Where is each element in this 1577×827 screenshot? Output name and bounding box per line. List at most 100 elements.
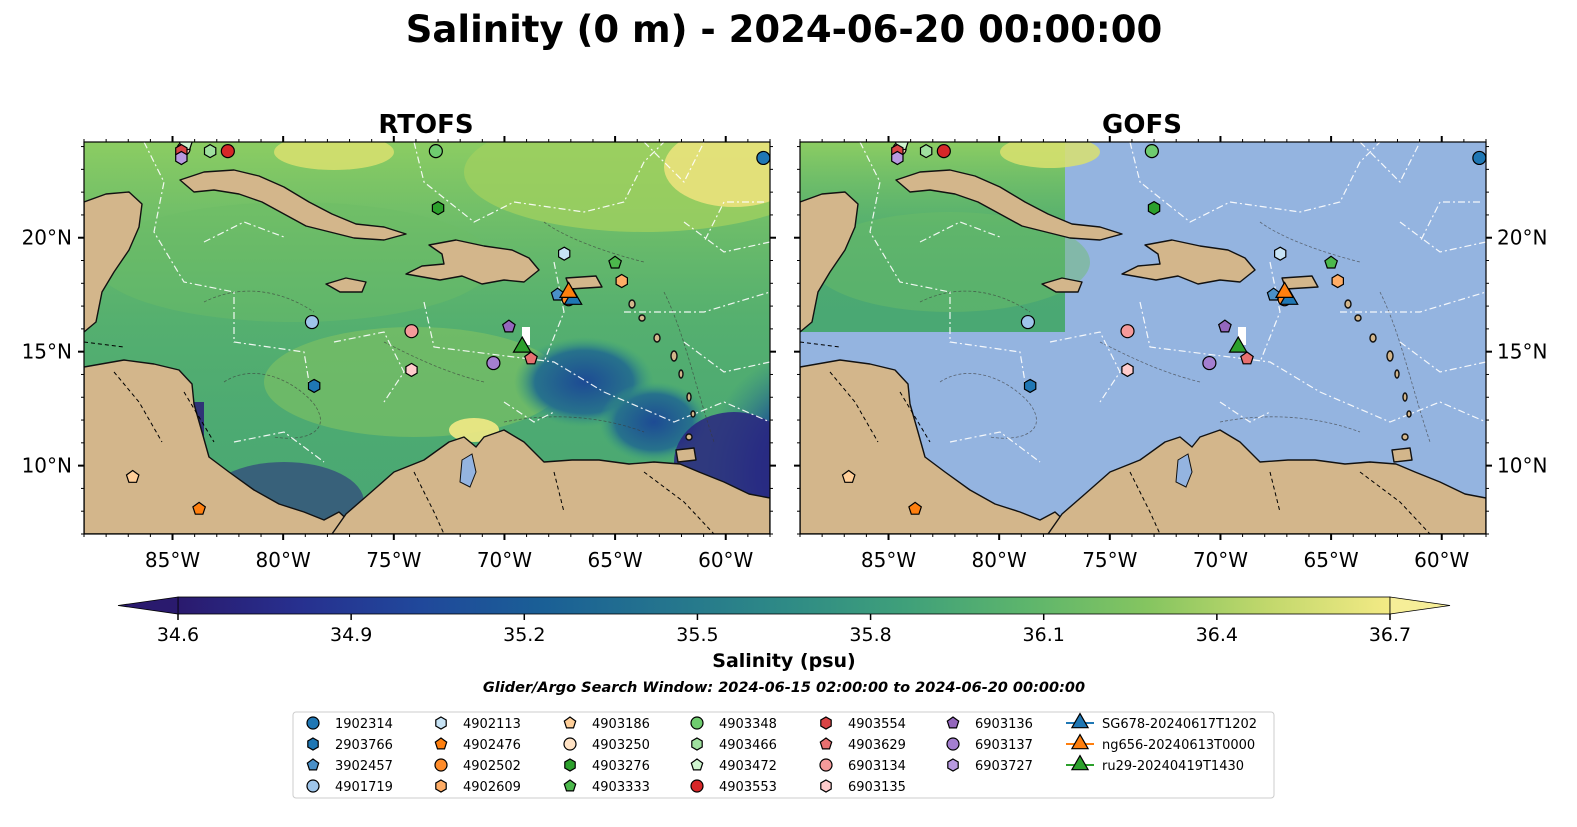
marker-6903137 [1202, 355, 1217, 371]
marker-4901719 [304, 314, 320, 330]
legend-item: 4902502 [434, 758, 521, 774]
marker-6903135 [1121, 362, 1134, 378]
colorbar-ticks: 34.6 34.9 35.2 35.5 35.8 36.1 36.4 36.7 [157, 614, 1411, 646]
legend-label: 4903276 [592, 759, 650, 774]
lon-tick-label: 65°W [1303, 548, 1358, 572]
colorbar-tick-label: 34.6 [157, 624, 199, 646]
legend-marker [820, 779, 832, 793]
legend-label: 4902113 [463, 717, 521, 732]
legend-item: 4902113 [435, 716, 521, 732]
legend-label: 4903629 [848, 738, 906, 753]
marker-4902113 [557, 246, 571, 261]
legend-label: 4903553 [719, 780, 777, 795]
lon-tick-label: 75°W [366, 548, 421, 572]
marker-6903136 [501, 319, 516, 333]
marker-ng656-20240613t0000 [1274, 281, 1295, 298]
legend-marker [819, 737, 833, 750]
legend-label: 4902609 [463, 780, 521, 795]
panel-title-rtofs: RTOFS [378, 110, 473, 140]
legend-label: 1902314 [335, 717, 393, 732]
legend-label: 6903134 [848, 759, 906, 774]
marker-4903466 [919, 143, 933, 159]
legend-marker [563, 716, 577, 729]
legend-marker [307, 737, 319, 751]
marker-6903134 [404, 324, 419, 339]
marker-4903276 [1147, 200, 1161, 216]
marker-ru29-20240419t1430 [1228, 335, 1248, 353]
legend-marker [690, 779, 704, 793]
legend-label: 4903472 [719, 759, 777, 774]
marker-4903629 [524, 351, 538, 365]
legend-item: 4902476 [434, 737, 521, 753]
markers-gofs [841, 142, 1486, 515]
marker-2903766 [1023, 378, 1037, 394]
legend-label: 6903136 [975, 717, 1033, 732]
search-window-text: Glider/Argo Search Window: 2024-06-15 02… [483, 680, 1085, 696]
legend-item: 4903250 [563, 737, 650, 753]
lon-tick-label: 85°W [861, 548, 916, 572]
marker-4903466 [203, 143, 217, 159]
marker-ru29-20240419t1430 [512, 335, 532, 353]
legend-item: SG678-20240617T1202 [1066, 712, 1257, 732]
legend-label: 3902457 [335, 759, 393, 774]
marker-6903136 [1217, 319, 1232, 333]
lon-tick-label: 75°W [1082, 548, 1137, 572]
marker-4902476 [908, 501, 923, 515]
marker-2903766 [307, 378, 321, 394]
marker-4903553 [220, 144, 235, 159]
legend-marker [1070, 754, 1090, 771]
legend-item: 4903348 [690, 716, 777, 732]
legend-marker [690, 758, 704, 771]
legend-item: 6903137 [946, 737, 1033, 753]
marker-4902609 [1331, 273, 1345, 289]
legend-item: 2903766 [307, 737, 393, 753]
legend-label: 6903135 [848, 780, 906, 795]
legend-item: 4903333 [563, 779, 650, 795]
legend-label: ru29-20240419T1430 [1102, 759, 1244, 774]
legend-label: 4902476 [463, 738, 521, 753]
colorbar-tick-label: 35.8 [849, 624, 891, 646]
legend-label: 4903466 [719, 738, 777, 753]
legend-marker [819, 758, 833, 772]
legend-marker [564, 758, 576, 772]
marker-6903135 [405, 362, 418, 378]
legend-marker [691, 737, 703, 751]
colorbar-tick-label: 34.9 [330, 624, 372, 646]
legend-marker [563, 779, 577, 792]
colorbar: 34.6 34.9 35.2 35.5 35.8 36.1 36.4 36.7 Salinit… [117, 596, 1451, 672]
legend-label: 4903186 [592, 717, 650, 732]
lon-tick-label: 80°W [972, 548, 1027, 572]
colorbar-tick-label: 35.2 [503, 624, 545, 646]
legend-item: 4903186 [563, 716, 650, 732]
marker-4903186 [841, 469, 856, 483]
lon-tick-label: 85°W [145, 548, 200, 572]
legend-label: 2903766 [335, 738, 393, 753]
colorbar-tick-label: 36.4 [1196, 624, 1238, 646]
panel-title-gofs: GOFS [1102, 110, 1182, 140]
colorbar-tick-label: 36.1 [1023, 624, 1065, 646]
legend-marker [563, 737, 577, 751]
legend-item: 4902609 [435, 779, 521, 795]
lat-tick-label-left: 20°N [22, 226, 72, 250]
marker-1902314 [1472, 150, 1486, 166]
lat-tick-label-right: 15°N [1497, 340, 1547, 364]
legend-marker [820, 716, 832, 730]
marker-4902609 [615, 273, 629, 289]
legend-item: ru29-20240419T1430 [1066, 754, 1244, 774]
marker-ng656-20240613t0000 [558, 281, 579, 298]
legend-item: 6903135 [820, 779, 906, 795]
map-panel-gofs [800, 142, 1486, 534]
marker-6903727 [175, 150, 188, 166]
legend-item: 6903136 [946, 716, 1033, 732]
colorbar-body [177, 596, 1391, 615]
lon-tick-label: 70°W [1193, 548, 1248, 572]
legend-marker [1070, 733, 1090, 750]
legend-item: 4901719 [306, 779, 393, 795]
map-panel-rtofs [84, 142, 770, 534]
marker-4903348 [428, 144, 443, 159]
legend-label: 6903137 [975, 738, 1033, 753]
legend-label: 4901719 [335, 780, 393, 795]
marker-4903333 [1324, 255, 1339, 269]
legend-label: 4903554 [848, 717, 906, 732]
